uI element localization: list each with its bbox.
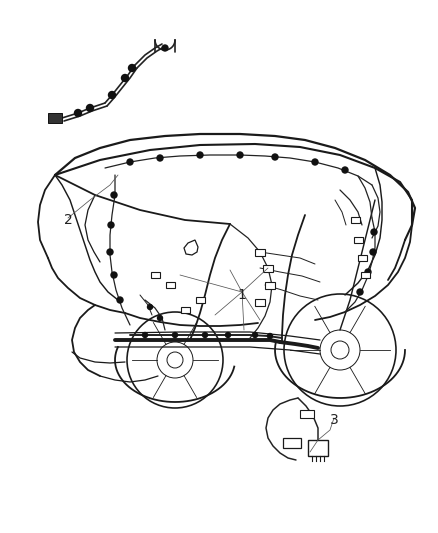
Circle shape (86, 104, 93, 111)
FancyBboxPatch shape (151, 272, 159, 278)
FancyBboxPatch shape (283, 438, 301, 448)
FancyBboxPatch shape (357, 255, 367, 261)
Circle shape (111, 272, 117, 278)
FancyBboxPatch shape (195, 297, 205, 303)
FancyBboxPatch shape (263, 264, 273, 271)
FancyBboxPatch shape (180, 307, 190, 313)
Circle shape (162, 45, 168, 51)
Circle shape (370, 249, 376, 255)
Circle shape (226, 333, 230, 337)
Circle shape (197, 152, 203, 158)
Polygon shape (184, 240, 198, 255)
Circle shape (237, 152, 243, 158)
Circle shape (107, 249, 113, 255)
Text: 1: 1 (237, 288, 247, 302)
Circle shape (142, 333, 148, 337)
Circle shape (158, 316, 162, 320)
Text: 2: 2 (64, 213, 72, 227)
FancyBboxPatch shape (360, 272, 370, 278)
Circle shape (121, 75, 128, 82)
FancyBboxPatch shape (350, 217, 360, 223)
FancyBboxPatch shape (48, 113, 62, 123)
Circle shape (117, 297, 123, 303)
FancyBboxPatch shape (255, 248, 265, 255)
Circle shape (128, 64, 135, 71)
Circle shape (108, 222, 114, 228)
FancyBboxPatch shape (353, 237, 363, 243)
FancyBboxPatch shape (166, 282, 174, 288)
Circle shape (272, 154, 278, 160)
Circle shape (148, 304, 152, 310)
FancyBboxPatch shape (308, 440, 328, 456)
Circle shape (157, 155, 163, 161)
Circle shape (252, 333, 258, 337)
FancyBboxPatch shape (300, 410, 314, 418)
Circle shape (127, 159, 133, 165)
FancyBboxPatch shape (255, 298, 265, 305)
Circle shape (109, 92, 116, 99)
Text: 3: 3 (330, 413, 339, 427)
Circle shape (268, 334, 272, 338)
Circle shape (342, 167, 348, 173)
Circle shape (74, 109, 81, 117)
Circle shape (371, 229, 377, 235)
Circle shape (202, 333, 208, 337)
Circle shape (111, 192, 117, 198)
FancyBboxPatch shape (265, 281, 275, 288)
Circle shape (365, 269, 371, 275)
Circle shape (173, 333, 177, 337)
Circle shape (357, 289, 363, 295)
Circle shape (312, 159, 318, 165)
